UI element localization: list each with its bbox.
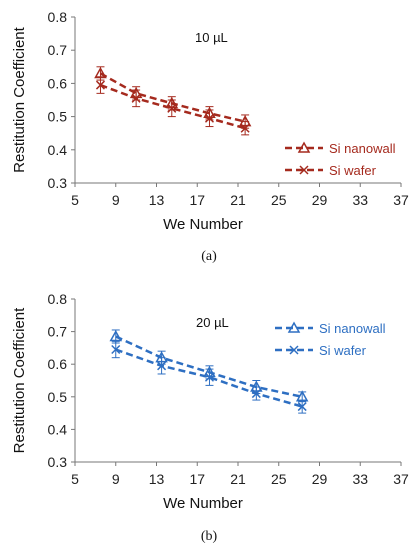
x-tick-label: 25 [271,192,287,208]
x-tick-label: 37 [393,192,409,208]
x-tick-label: 33 [352,192,368,208]
x-tick-label: 33 [352,471,368,487]
legend-label: Si nanowall [319,321,386,336]
data-point [251,389,261,399]
y-tick-label: 0.5 [48,389,68,405]
y-tick-label: 0.4 [48,142,68,158]
series-line [100,83,246,130]
legend: Si nanowall Si wafer [285,141,396,178]
data-point [111,344,121,355]
x-tick-label: 5 [71,471,79,487]
data-point [109,329,123,342]
data-point [157,361,167,371]
x-tick-label: 13 [149,471,165,487]
data-point [204,113,215,123]
chart-panel-b: 0.3 0.4 0.5 0.6 0.7 0.8 5 9 13 17 21 25 29 33 37 We Num… [0,280,418,550]
x-axis-title: We Number [163,216,243,233]
data-point [95,80,105,90]
y-tick-label: 0.8 [48,291,68,307]
x-tick-label: 9 [112,471,120,487]
chart-a-svg: 0.3 0.4 0.5 0.6 0.7 0.8 5 9 13 17 21 25 29 33 37 We Num… [11,9,409,264]
data-point [240,123,250,133]
legend-marker [299,165,309,175]
y-tick-label: 0.4 [48,421,68,437]
series-2 [95,76,250,136]
y-tick-label: 0.7 [48,324,68,340]
legend-marker [287,321,301,333]
data-point [167,103,177,113]
series-line [115,335,303,399]
legend-label: Si wafer [329,163,377,178]
x-tick-label: 21 [230,471,246,487]
data-point [297,402,307,412]
legend-marker [289,345,299,355]
panel-caption: (b) [201,529,218,544]
x-tick-label: 13 [149,192,165,208]
legend-label: Si wafer [319,343,367,358]
y-tick-label: 0.5 [48,109,68,125]
legend: Si nanowall Si wafer [275,321,386,358]
y-tick-label: 0.8 [48,9,68,25]
y-tick-label: 0.6 [48,356,68,372]
chart-panel-a: 0.3 0.4 0.5 0.6 0.7 0.8 5 9 13 17 21 25 29 33 37 We Num… [0,0,418,270]
series-1 [109,329,309,403]
y-tick-label: 0.3 [48,454,68,470]
x-tick-label: 25 [271,471,287,487]
y-tick-label: 0.3 [48,175,68,191]
y-tick-label: 0.6 [48,75,68,91]
x-tick-label: 29 [312,471,328,487]
y-tick-label: 0.7 [48,42,68,58]
data-point [131,93,141,103]
x-tick-label: 17 [189,471,205,487]
data-point [204,372,215,382]
series-1 [94,66,252,129]
legend-label: Si nanowall [329,141,396,156]
x-tick-label: 37 [393,471,409,487]
volume-annotation: 20 µL [196,315,229,330]
series-2 [111,340,307,414]
panel-caption: (a) [201,249,217,264]
y-axis-title: Restitution Coefficient [11,26,28,172]
x-tick-label: 21 [230,192,246,208]
x-axis-title: We Number [163,495,243,512]
x-tick-label: 29 [312,192,328,208]
legend-marker [297,141,311,153]
x-tick-label: 9 [112,192,120,208]
chart-b-svg: 0.3 0.4 0.5 0.6 0.7 0.8 5 9 13 17 21 25 29 33 37 We Num… [11,291,409,544]
y-axis-title: Restitution Coefficient [11,307,28,453]
x-tick-label: 5 [71,192,79,208]
x-tick-label: 17 [189,192,205,208]
series-line [99,72,246,123]
volume-annotation: 10 µL [195,30,228,45]
